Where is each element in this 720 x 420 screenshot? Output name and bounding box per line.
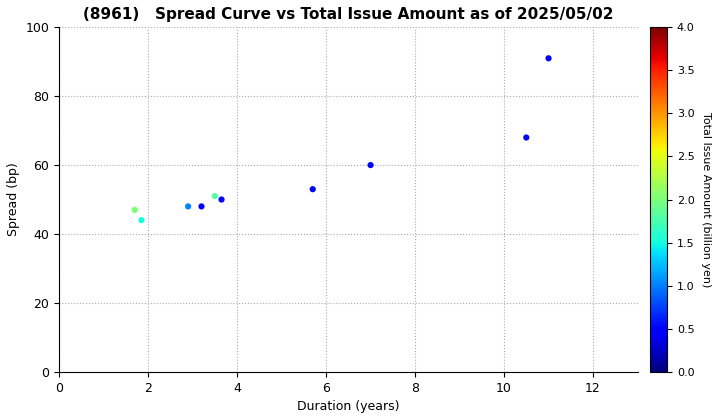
Y-axis label: Spread (bp): Spread (bp) — [7, 163, 20, 236]
Point — [543, 55, 554, 62]
X-axis label: Duration (years): Duration (years) — [297, 400, 400, 413]
Point — [521, 134, 532, 141]
Point — [129, 207, 140, 213]
Point — [365, 162, 377, 168]
Point — [135, 217, 147, 223]
Point — [182, 203, 194, 210]
Y-axis label: Total Issue Amount (billion yen): Total Issue Amount (billion yen) — [701, 112, 711, 287]
Title: (8961)   Spread Curve vs Total Issue Amount as of 2025/05/02: (8961) Spread Curve vs Total Issue Amoun… — [83, 7, 613, 22]
Point — [196, 203, 207, 210]
Point — [307, 186, 318, 192]
Point — [216, 196, 228, 203]
Point — [209, 193, 220, 199]
